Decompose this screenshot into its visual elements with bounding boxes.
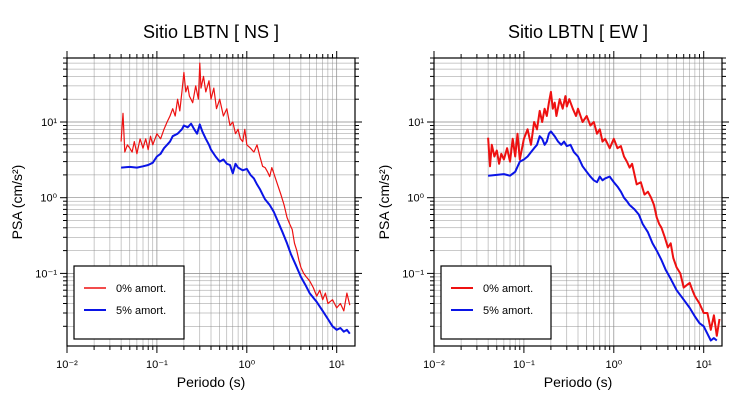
- y-tick-label: 10⁰: [40, 193, 57, 205]
- x-tick-label: 10⁰: [238, 359, 255, 371]
- x-tick-label: 10⁻¹: [146, 359, 168, 371]
- x-tick-label: 10¹: [329, 359, 345, 371]
- x-tick-labels-ns: 10⁻² 10⁻¹ 10⁰ 10¹: [56, 359, 345, 371]
- legend-label-undamped-ns: 0% amort.: [116, 283, 166, 295]
- y-tick-label: 10⁻¹: [35, 268, 57, 280]
- x-tick-label: 10⁻¹: [513, 359, 535, 371]
- tick-marks-ew: [427, 51, 729, 353]
- series-line-undamped-ew: [487, 90, 721, 337]
- chart-title-ew: Sitio LBTN [ EW ]: [508, 22, 648, 42]
- y-tick-label: 10¹: [408, 117, 424, 129]
- y-tick-labels-ew: 10⁻¹ 10⁰ 10¹: [402, 117, 424, 280]
- chart-title-ns: Sitio LBTN [ NS ]: [143, 22, 279, 42]
- y-tick-label: 10¹: [41, 117, 57, 129]
- x-axis-label-ns: Periodo (s): [177, 374, 245, 390]
- x-tick-labels-ew: 10⁻² 10⁻¹ 10⁰ 10¹: [423, 359, 712, 371]
- y-axis-label-ns: PSA (cm/s²): [9, 165, 25, 240]
- legend-label-damped-ew: 5% amort.: [483, 305, 533, 317]
- y-tick-label: 10⁰: [407, 193, 424, 205]
- legend-ns: 0% amort. 5% amort.: [73, 265, 185, 340]
- legend-ew: 0% amort. 5% amort.: [440, 265, 552, 340]
- x-tick-label: 10⁰: [605, 359, 622, 371]
- y-tick-label: 10⁻¹: [402, 268, 424, 280]
- legend-box-ew: [440, 265, 552, 340]
- x-tick-label: 10¹: [696, 359, 712, 371]
- x-tick-label: 10⁻²: [423, 359, 445, 371]
- series-line-damped-ns: [121, 122, 351, 335]
- x-axis-label-ew: Periodo (s): [544, 374, 612, 390]
- tick-marks-ns: [60, 51, 362, 353]
- legend-label-damped-ns: 5% amort.: [116, 305, 166, 317]
- panel-ns: Sitio LBTN [ NS ] 10⁻² 10⁻¹ 10⁰ 10¹ 10⁻¹ 10⁰…: [9, 22, 362, 390]
- y-axis-label-ew: PSA (cm/s²): [376, 165, 392, 240]
- legend-label-undamped-ew: 0% amort.: [483, 283, 533, 295]
- panel-ew: Sitio LBTN [ EW ] 10⁻² 10⁻¹ 10⁰ 10¹ 10⁻¹ 10⁰…: [376, 22, 729, 390]
- x-tick-label: 10⁻²: [56, 359, 78, 371]
- legend-box-ns: [73, 265, 185, 340]
- y-tick-labels-ns: 10⁻¹ 10⁰ 10¹: [35, 117, 57, 280]
- series-line-damped-ew: [488, 130, 718, 342]
- series-line-undamped-ns: [120, 62, 351, 312]
- series-group-ns: [120, 62, 351, 335]
- series-group-ew: [487, 90, 721, 342]
